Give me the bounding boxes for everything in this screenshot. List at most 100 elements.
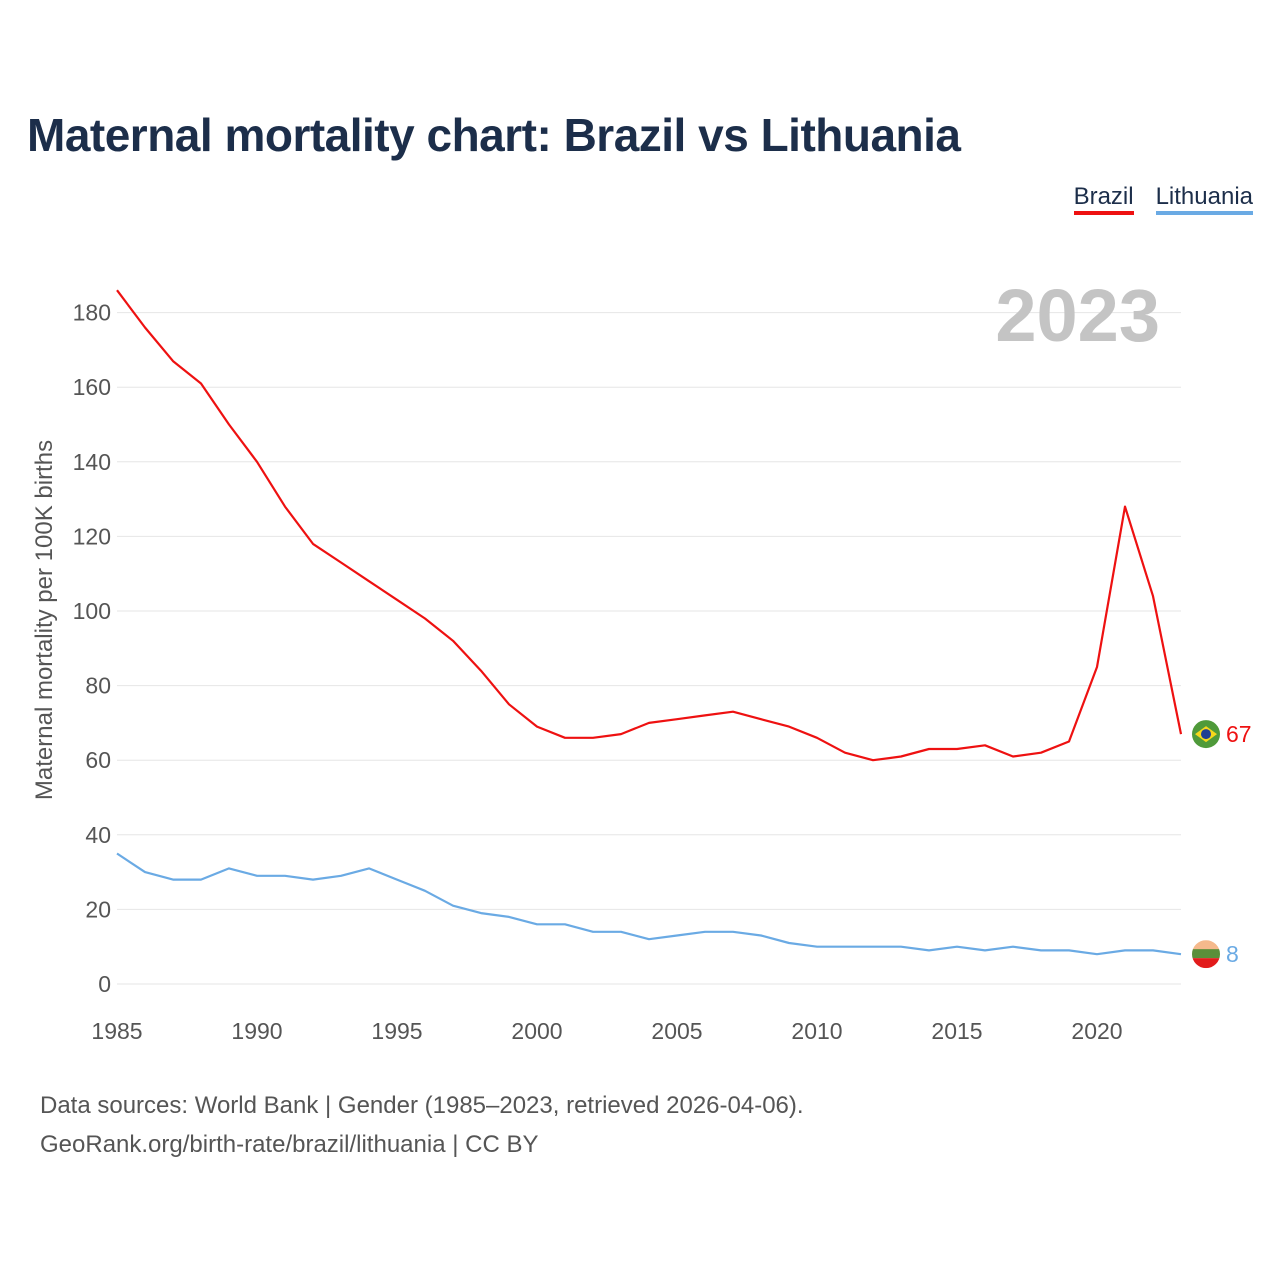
data-point-brazil	[507, 702, 512, 707]
data-point-brazil	[1039, 750, 1044, 755]
data-point-lithuania	[423, 888, 428, 893]
data-point-lithuania	[451, 903, 456, 908]
lithuania-end-label: 8	[1226, 941, 1239, 967]
data-point-lithuania	[283, 873, 288, 878]
data-point-lithuania	[535, 922, 540, 927]
y-tick-label: 100	[73, 598, 111, 624]
data-point-lithuania	[815, 944, 820, 949]
data-point-lithuania	[339, 873, 344, 878]
data-point-brazil	[899, 754, 904, 759]
data-point-brazil	[283, 504, 288, 509]
data-point-brazil	[731, 709, 736, 714]
data-point-brazil	[759, 717, 764, 722]
y-tick-label: 160	[73, 374, 111, 400]
data-point-lithuania	[115, 851, 120, 856]
data-point-lithuania	[227, 866, 232, 871]
series-line-brazil	[116, 289, 1183, 762]
data-point-brazil	[227, 422, 232, 427]
data-point-brazil	[535, 724, 540, 729]
x-tick-label: 2005	[651, 1018, 702, 1044]
y-tick-label: 20	[85, 896, 111, 922]
data-point-lithuania	[1179, 952, 1184, 957]
data-point-lithuania	[759, 933, 764, 938]
line-chart: 0 20 40 60 80 100 120 140 160 180 1985 1990 1995 200…	[31, 274, 1252, 1044]
data-point-lithuania	[507, 914, 512, 919]
data-point-brazil	[1123, 504, 1128, 509]
data-point-brazil	[619, 732, 624, 737]
chart-title: Maternal mortality chart: Brazil vs Lith…	[27, 109, 961, 161]
brazil-flag-icon	[1192, 720, 1220, 749]
data-point-lithuania	[1039, 948, 1044, 953]
data-point-lithuania	[871, 944, 876, 949]
data-point-brazil	[1179, 732, 1184, 737]
data-point-brazil	[843, 750, 848, 755]
data-point-brazil	[339, 560, 344, 565]
legend: Brazil Lithuania	[1073, 184, 1253, 215]
x-tick-labels: 1985 1990 1995 2000 2005 2010 2015 2020	[91, 1018, 1122, 1044]
data-point-brazil	[1011, 754, 1016, 759]
lithuania-flag-icon	[1192, 940, 1220, 969]
data-point-lithuania	[1123, 948, 1128, 953]
source-line-2: GeoRank.org/birth-rate/brazil/lithuania …	[40, 1131, 539, 1158]
data-point-lithuania	[899, 944, 904, 949]
x-tick-label: 2020	[1071, 1018, 1122, 1044]
data-point-lithuania	[843, 944, 848, 949]
x-tick-label: 1985	[91, 1018, 142, 1044]
legend-item-brazil[interactable]: Brazil	[1073, 184, 1134, 215]
source-note: Data sources: World Bank | Gender (1985–…	[40, 1086, 804, 1164]
data-point-brazil	[983, 743, 988, 748]
y-tick-label: 0	[98, 971, 111, 997]
data-point-lithuania	[647, 937, 652, 942]
data-point-brazil	[1095, 664, 1100, 669]
data-point-lithuania	[731, 929, 736, 934]
data-point-brazil	[1067, 739, 1072, 744]
gridlines	[117, 312, 1181, 985]
data-point-brazil	[115, 288, 120, 293]
data-point-lithuania	[1011, 944, 1016, 949]
data-point-lithuania	[1151, 948, 1156, 953]
data-point-lithuania	[479, 911, 484, 916]
data-point-brazil	[199, 381, 204, 386]
data-point-lithuania	[255, 873, 260, 878]
data-point-lithuania	[171, 877, 176, 882]
data-point-lithuania	[395, 877, 400, 882]
data-point-brazil	[255, 459, 260, 464]
data-point-lithuania	[983, 948, 988, 953]
data-point-lithuania	[955, 944, 960, 949]
x-tick-label: 1995	[371, 1018, 422, 1044]
data-point-brazil	[311, 541, 316, 546]
data-point-lithuania	[703, 929, 708, 934]
data-point-lithuania	[1067, 948, 1072, 953]
data-point-brazil	[395, 597, 400, 602]
year-badge: 2023	[995, 274, 1160, 357]
y-tick-labels: 0 20 40 60 80 100 120 140 160 180	[73, 300, 111, 997]
data-point-lithuania	[1095, 952, 1100, 957]
data-point-lithuania	[927, 948, 932, 953]
data-point-brazil	[423, 616, 428, 621]
data-point-brazil	[143, 325, 148, 330]
data-point-brazil	[563, 735, 568, 740]
data-point-lithuania	[143, 870, 148, 875]
series-lines	[116, 289, 1183, 956]
data-point-brazil	[955, 747, 960, 752]
x-tick-label: 1990	[231, 1018, 282, 1044]
series-line-lithuania	[116, 852, 1182, 956]
data-point-lithuania	[311, 877, 316, 882]
data-point-brazil	[871, 758, 876, 763]
data-point-brazil	[647, 720, 652, 725]
data-point-lithuania	[199, 877, 204, 882]
legend-item-lithuania[interactable]: Lithuania	[1155, 184, 1253, 215]
y-tick-label: 140	[73, 449, 111, 475]
data-point-brazil	[815, 735, 820, 740]
data-point-brazil	[479, 668, 484, 673]
data-point-brazil	[787, 724, 792, 729]
data-point-lithuania	[563, 922, 568, 927]
y-tick-label: 80	[85, 673, 111, 699]
data-point-lithuania	[787, 940, 792, 945]
y-tick-label: 180	[73, 300, 111, 326]
data-point-brazil	[927, 747, 932, 752]
data-point-lithuania	[619, 929, 624, 934]
data-point-brazil	[1151, 594, 1156, 599]
data-points	[115, 288, 1184, 957]
data-point-lithuania	[367, 866, 372, 871]
